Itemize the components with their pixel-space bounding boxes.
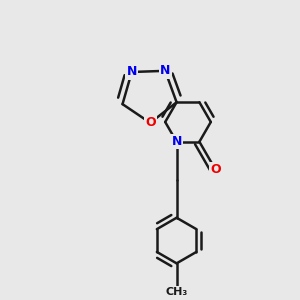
Text: CH₃: CH₃	[166, 287, 188, 297]
Text: O: O	[210, 163, 221, 176]
Text: N: N	[160, 64, 170, 77]
Text: N: N	[171, 135, 182, 148]
Text: N: N	[127, 65, 137, 79]
Text: O: O	[145, 116, 156, 129]
